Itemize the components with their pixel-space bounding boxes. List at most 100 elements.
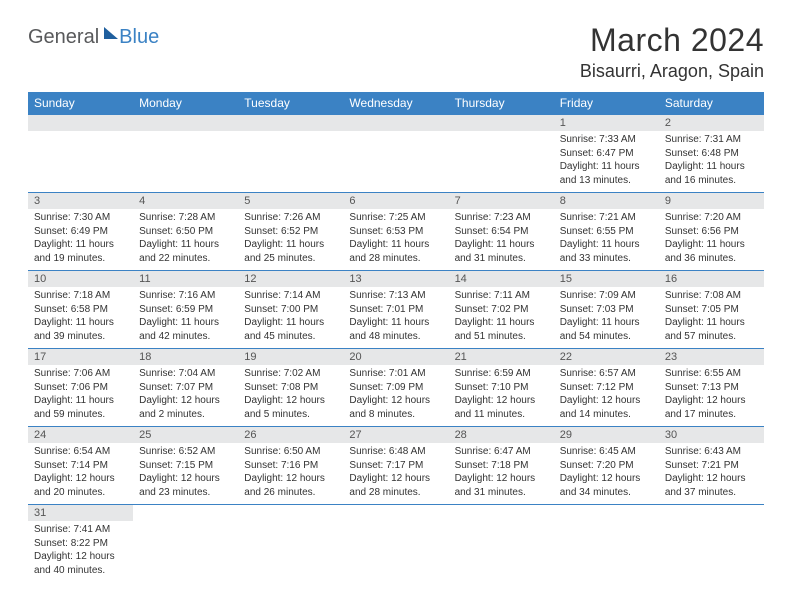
day-number [133, 115, 238, 132]
day-cell: Sunrise: 7:21 AMSunset: 6:55 PMDaylight:… [554, 209, 659, 271]
day-cell [343, 131, 448, 193]
day-cell: Sunrise: 7:04 AMSunset: 7:07 PMDaylight:… [133, 365, 238, 427]
sunrise-text: Sunrise: 6:55 AM [665, 367, 758, 381]
day-header: Wednesday [343, 92, 448, 115]
day-number: 17 [28, 349, 133, 366]
daylight-text: Daylight: 11 hours and 31 minutes. [455, 238, 548, 265]
day-cell: Sunrise: 7:20 AMSunset: 6:56 PMDaylight:… [659, 209, 764, 271]
daylight-text: Daylight: 12 hours and 40 minutes. [34, 550, 127, 577]
daylight-text: Daylight: 11 hours and 51 minutes. [455, 316, 548, 343]
sunrise-text: Sunrise: 7:09 AM [560, 289, 653, 303]
sunrise-text: Sunrise: 7:26 AM [244, 211, 337, 225]
day-cell [28, 131, 133, 193]
daylight-text: Daylight: 11 hours and 59 minutes. [34, 394, 127, 421]
day-number [238, 115, 343, 132]
day-cell: Sunrise: 7:31 AMSunset: 6:48 PMDaylight:… [659, 131, 764, 193]
sunrise-text: Sunrise: 7:33 AM [560, 133, 653, 147]
day-cell [238, 131, 343, 193]
day-cell: Sunrise: 6:52 AMSunset: 7:15 PMDaylight:… [133, 443, 238, 505]
day-cell [449, 521, 554, 582]
daylight-text: Daylight: 12 hours and 11 minutes. [455, 394, 548, 421]
sunset-text: Sunset: 7:21 PM [665, 459, 758, 473]
daylight-text: Daylight: 12 hours and 8 minutes. [349, 394, 442, 421]
day-number: 10 [28, 271, 133, 288]
day-number: 30 [659, 427, 764, 444]
logo-text-2: Blue [119, 26, 159, 49]
day-cell [133, 521, 238, 582]
sunset-text: Sunset: 6:48 PM [665, 147, 758, 161]
day-cell: Sunrise: 7:25 AMSunset: 6:53 PMDaylight:… [343, 209, 448, 271]
day-number: 6 [343, 193, 448, 210]
day-cell: Sunrise: 6:54 AMSunset: 7:14 PMDaylight:… [28, 443, 133, 505]
day-number: 20 [343, 349, 448, 366]
sunrise-text: Sunrise: 7:06 AM [34, 367, 127, 381]
day-number: 7 [449, 193, 554, 210]
day-header: Tuesday [238, 92, 343, 115]
day-cell: Sunrise: 7:09 AMSunset: 7:03 PMDaylight:… [554, 287, 659, 349]
day-header: Monday [133, 92, 238, 115]
day-number: 25 [133, 427, 238, 444]
sunset-text: Sunset: 6:49 PM [34, 225, 127, 239]
sunrise-text: Sunrise: 7:11 AM [455, 289, 548, 303]
sunrise-text: Sunrise: 7:01 AM [349, 367, 442, 381]
day-cell [238, 521, 343, 582]
sunset-text: Sunset: 7:16 PM [244, 459, 337, 473]
sunset-text: Sunset: 7:14 PM [34, 459, 127, 473]
day-number: 19 [238, 349, 343, 366]
sunset-text: Sunset: 8:22 PM [34, 537, 127, 551]
sunrise-text: Sunrise: 7:20 AM [665, 211, 758, 225]
day-number: 28 [449, 427, 554, 444]
title-block: March 2024 Bisaurri, Aragon, Spain [580, 22, 764, 82]
sunrise-text: Sunrise: 7:30 AM [34, 211, 127, 225]
month-title: March 2024 [580, 22, 764, 59]
sunrise-text: Sunrise: 7:13 AM [349, 289, 442, 303]
day-header: Friday [554, 92, 659, 115]
sunrise-text: Sunrise: 6:43 AM [665, 445, 758, 459]
day-cell: Sunrise: 6:50 AMSunset: 7:16 PMDaylight:… [238, 443, 343, 505]
daylight-text: Daylight: 11 hours and 39 minutes. [34, 316, 127, 343]
day-number [659, 505, 764, 522]
day-number [238, 505, 343, 522]
day-number: 4 [133, 193, 238, 210]
day-number [133, 505, 238, 522]
day-number [449, 115, 554, 132]
daylight-text: Daylight: 12 hours and 17 minutes. [665, 394, 758, 421]
day-cell [343, 521, 448, 582]
day-cell: Sunrise: 6:55 AMSunset: 7:13 PMDaylight:… [659, 365, 764, 427]
sunset-text: Sunset: 6:50 PM [139, 225, 232, 239]
sunrise-text: Sunrise: 7:08 AM [665, 289, 758, 303]
sunset-text: Sunset: 7:17 PM [349, 459, 442, 473]
sunrise-text: Sunrise: 7:21 AM [560, 211, 653, 225]
day-cell: Sunrise: 6:48 AMSunset: 7:17 PMDaylight:… [343, 443, 448, 505]
sunset-text: Sunset: 6:59 PM [139, 303, 232, 317]
day-cell [659, 521, 764, 582]
day-cell: Sunrise: 6:43 AMSunset: 7:21 PMDaylight:… [659, 443, 764, 505]
day-number: 31 [28, 505, 133, 522]
day-number: 5 [238, 193, 343, 210]
day-number: 29 [554, 427, 659, 444]
day-cell [449, 131, 554, 193]
daylight-text: Daylight: 11 hours and 36 minutes. [665, 238, 758, 265]
day-cell: Sunrise: 7:28 AMSunset: 6:50 PMDaylight:… [133, 209, 238, 271]
daylight-text: Daylight: 11 hours and 13 minutes. [560, 160, 653, 187]
day-cell: Sunrise: 7:11 AMSunset: 7:02 PMDaylight:… [449, 287, 554, 349]
daylight-text: Daylight: 11 hours and 33 minutes. [560, 238, 653, 265]
sunrise-text: Sunrise: 6:52 AM [139, 445, 232, 459]
day-cell: Sunrise: 7:08 AMSunset: 7:05 PMDaylight:… [659, 287, 764, 349]
day-number: 24 [28, 427, 133, 444]
day-number: 14 [449, 271, 554, 288]
sunset-text: Sunset: 6:47 PM [560, 147, 653, 161]
day-number: 26 [238, 427, 343, 444]
day-number: 3 [28, 193, 133, 210]
day-header: Thursday [449, 92, 554, 115]
sunrise-text: Sunrise: 6:59 AM [455, 367, 548, 381]
day-number: 22 [554, 349, 659, 366]
daylight-text: Daylight: 12 hours and 37 minutes. [665, 472, 758, 499]
sunrise-text: Sunrise: 6:48 AM [349, 445, 442, 459]
header: General Blue March 2024 Bisaurri, Aragon… [28, 22, 764, 82]
day-cell: Sunrise: 7:02 AMSunset: 7:08 PMDaylight:… [238, 365, 343, 427]
day-cell: Sunrise: 7:26 AMSunset: 6:52 PMDaylight:… [238, 209, 343, 271]
daylight-text: Daylight: 11 hours and 22 minutes. [139, 238, 232, 265]
sunset-text: Sunset: 6:54 PM [455, 225, 548, 239]
daylight-text: Daylight: 11 hours and 28 minutes. [349, 238, 442, 265]
